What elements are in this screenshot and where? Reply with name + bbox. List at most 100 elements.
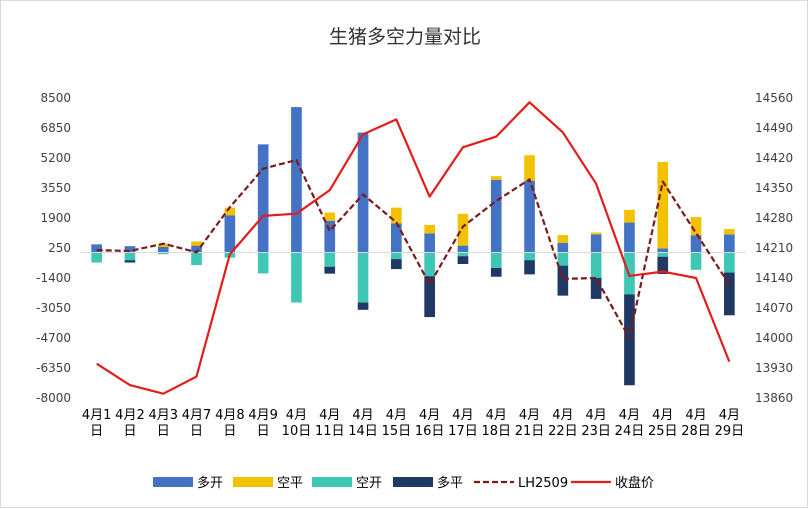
bar-多开-7 bbox=[324, 220, 336, 253]
x-tick-label: 17日 bbox=[448, 424, 478, 439]
bar-空平-13 bbox=[524, 155, 535, 181]
bar-多平-11 bbox=[457, 256, 469, 264]
bar-空平-3 bbox=[191, 241, 202, 246]
right-axis: 14560 14490 14420 14350 14280 14210 14140 14070… bbox=[755, 91, 793, 405]
left-tick-label: -6350 bbox=[36, 361, 71, 375]
bar-空平-14 bbox=[557, 235, 569, 243]
x-tick-label: 10日 bbox=[282, 424, 312, 439]
bar-多平-8 bbox=[357, 302, 369, 310]
x-tick-label: 4月7 bbox=[182, 408, 212, 423]
left-tick-label: 1900 bbox=[40, 211, 71, 225]
bar-多开-12 bbox=[490, 179, 502, 253]
bar-多开-13 bbox=[524, 180, 535, 253]
x-tick-label: 4月 bbox=[719, 408, 740, 423]
bar-空平-12 bbox=[490, 176, 502, 180]
left-tick-label: 250 bbox=[48, 241, 71, 255]
x-tick-label: 29日 bbox=[715, 424, 745, 439]
x-tick-label: 日 bbox=[123, 424, 136, 439]
bar-多开-14 bbox=[557, 242, 569, 253]
bar-多平-16 bbox=[624, 294, 635, 386]
right-tick-label: 13930 bbox=[755, 361, 793, 375]
bar-空开-8 bbox=[357, 252, 369, 303]
bar-空平-19 bbox=[724, 228, 735, 235]
left-tick-label: -1400 bbox=[36, 271, 71, 285]
x-tick-label: 22日 bbox=[548, 424, 578, 439]
x-tick-label: 日 bbox=[157, 424, 170, 439]
x-tick-label: 23日 bbox=[581, 424, 611, 439]
left-tick-label: 3550 bbox=[40, 181, 71, 195]
bar-空平-11 bbox=[457, 213, 469, 246]
x-tick-label: 4月1 bbox=[82, 408, 112, 423]
bar-空开-6 bbox=[291, 252, 302, 303]
x-tick-label: 4月2 bbox=[115, 408, 145, 423]
bar-空开-11 bbox=[457, 252, 469, 257]
bar-空平-17 bbox=[657, 162, 669, 249]
bar-多开-15 bbox=[590, 234, 602, 253]
x-tick-label: 日 bbox=[190, 424, 203, 439]
bar-空开-17 bbox=[657, 252, 669, 257]
bar-多平-17 bbox=[657, 256, 669, 274]
bar-空开-12 bbox=[490, 252, 502, 268]
bar-空开-3 bbox=[191, 252, 202, 266]
bar-空开-15 bbox=[590, 252, 602, 278]
x-tick-label: 4月 bbox=[286, 408, 307, 423]
x-tick-label: 日 bbox=[257, 424, 270, 439]
x-tick-label: 4月 bbox=[619, 408, 640, 423]
right-tick-label: 14490 bbox=[755, 121, 793, 135]
x-tick-label: 4月3 bbox=[148, 408, 178, 423]
bar-空开-5 bbox=[257, 252, 269, 274]
bar-多平-7 bbox=[324, 266, 336, 274]
bar-多开-11 bbox=[457, 245, 469, 253]
bar-多开-9 bbox=[391, 223, 402, 253]
legend-swatch-空平 bbox=[233, 477, 273, 487]
bar-多平-1 bbox=[124, 260, 136, 263]
bar-多平-13 bbox=[524, 260, 535, 275]
bar-空开-2 bbox=[157, 252, 169, 255]
legend-label: 多开 bbox=[197, 475, 223, 491]
legend-swatch-空开 bbox=[312, 477, 352, 487]
bar-多平-14 bbox=[557, 265, 569, 296]
left-tick-label: 8500 bbox=[40, 91, 71, 105]
x-tick-label: 21日 bbox=[515, 424, 545, 439]
x-tick-label: 日 bbox=[90, 424, 103, 439]
bar-多开-18 bbox=[690, 235, 702, 253]
right-tick-label: 14280 bbox=[755, 211, 793, 225]
legend-label: 空平 bbox=[277, 476, 303, 491]
bar-空开-9 bbox=[391, 252, 402, 260]
bar-多开-1 bbox=[124, 246, 136, 253]
legend-swatch-多平 bbox=[393, 477, 433, 487]
legend-label: 多平 bbox=[437, 475, 463, 491]
x-tick-label: 11日 bbox=[315, 424, 345, 439]
bar-空开-18 bbox=[690, 252, 702, 270]
line-layer bbox=[96, 101, 731, 395]
bar-空平-18 bbox=[690, 217, 702, 236]
bar-空平-7 bbox=[324, 212, 336, 221]
bar-空开-1 bbox=[124, 252, 136, 261]
series-line-收盘价 bbox=[96, 101, 731, 395]
right-tick-label: 14140 bbox=[755, 271, 793, 285]
bar-空开-14 bbox=[557, 252, 569, 266]
right-tick-label: 14070 bbox=[755, 301, 793, 315]
bar-空平-15 bbox=[590, 232, 602, 235]
x-tick-label: 18日 bbox=[481, 424, 511, 439]
right-tick-label: 14210 bbox=[755, 241, 793, 255]
x-tick-label: 4月 bbox=[552, 408, 573, 423]
x-tick-label: 4月 bbox=[386, 408, 407, 423]
bar-空开-7 bbox=[324, 252, 336, 267]
x-tick-label: 4月 bbox=[352, 408, 373, 423]
legend-label: LH2509 bbox=[518, 476, 568, 491]
x-tick-label: 25日 bbox=[648, 424, 678, 439]
x-tick-label: 4月 bbox=[685, 408, 706, 423]
x-axis: 4月1日4月2日4月3日4月7日4月8日4月9日4月10日4月11日4月14日4… bbox=[82, 408, 744, 439]
legend-swatch-多开 bbox=[153, 477, 193, 487]
bar-多开-4 bbox=[224, 215, 236, 253]
bar-多平-10 bbox=[424, 276, 435, 318]
x-tick-label: 16日 bbox=[415, 424, 445, 439]
bar-多开-0 bbox=[91, 244, 102, 253]
legend: 多开 空平 空开 多平 LH2509 收盘价 bbox=[153, 475, 654, 491]
bar-多平-12 bbox=[490, 268, 502, 277]
bar-多开-10 bbox=[424, 233, 435, 253]
left-tick-label: -3050 bbox=[36, 301, 71, 315]
